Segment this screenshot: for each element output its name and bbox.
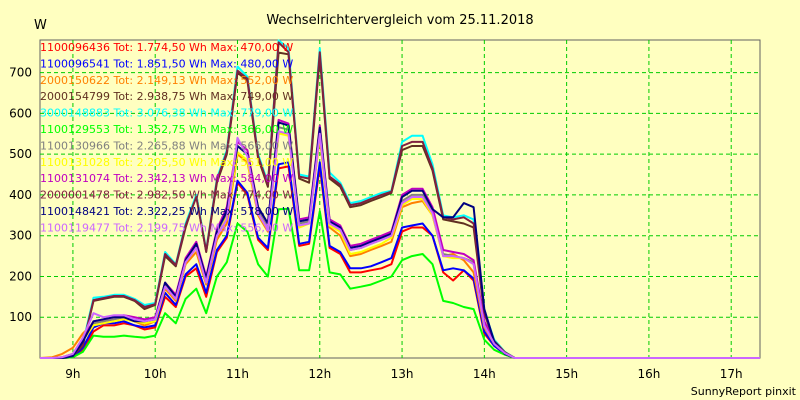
grid <box>40 40 760 358</box>
legend-entry: 1100148421 Tot: 2.322,25 Wh Max: 578,00 … <box>40 205 293 218</box>
legend-entry: 1100131028 Tot: 2.205,50 Wh Max: 551,00 … <box>40 156 293 169</box>
x-tick-label: 12h <box>308 367 331 381</box>
legend-entry: 3000148883 Tot: 3.076,38 Wh Max: 779,00 … <box>40 107 293 120</box>
legend-entry: 1100096541 Tot: 1.851,50 Wh Max: 480,00 … <box>40 57 293 70</box>
y-tick-label: 600 <box>9 106 32 120</box>
x-tick-label: 11h <box>226 367 249 381</box>
series-line <box>40 130 760 359</box>
y-tick-label: 100 <box>9 310 32 324</box>
legend-entry: 1100096436 Tot: 1.774,50 Wh Max: 470,00 … <box>40 41 293 54</box>
y-tick-label: 200 <box>9 269 32 283</box>
x-tick-label: 14h <box>473 367 496 381</box>
y-tick-label: 700 <box>9 66 32 80</box>
x-tick-label: 17h <box>720 367 743 381</box>
legend-entry: 1100129553 Tot: 1.352,75 Wh Max: 366,00 … <box>40 123 293 136</box>
y-tick-label: 400 <box>9 188 32 202</box>
x-tick-label: 10h <box>144 367 167 381</box>
y-tick-label: 500 <box>9 147 32 161</box>
legend-entry: 1100130966 Tot: 2.265,88 Wh Max: 566,00 … <box>40 139 293 152</box>
credit-text: SunnyReport pinxit <box>691 385 797 398</box>
x-tick-label: 9h <box>65 367 80 381</box>
y-tick-label: 300 <box>9 229 32 243</box>
legend-entry: 2000150622 Tot: 2.149,13 Wh Max: 552,00 … <box>40 74 293 87</box>
legend-entry: 2000154799 Tot: 2.938,75 Wh Max: 749,00 … <box>40 90 293 103</box>
x-tick-label: 16h <box>637 367 660 381</box>
legend-entry: 2000001478 Tot: 2.982,50 Wh Max: 774,00 … <box>40 189 293 202</box>
chart-title: Wechselrichtervergleich vom 25.11.2018 <box>266 13 533 28</box>
y-axis-unit: W <box>34 18 47 33</box>
x-tick-label: 15h <box>555 367 578 381</box>
legend: 1100096436 Tot: 1.774,50 Wh Max: 470,00 … <box>40 41 293 234</box>
legend-entry: 1100119477 Tot: 2.199,75 Wh Max: 556,00 … <box>40 221 293 234</box>
x-axis-ticks: 9h 10h 11h 12h 13h 14h 15h 16h 17h <box>65 367 742 381</box>
legend-entry: 1100131074 Tot: 2.342,13 Wh Max: 584,00 … <box>40 172 293 185</box>
series-group <box>39 39 760 359</box>
x-tick-label: 13h <box>391 367 414 381</box>
y-axis-ticks: 100 200 300 400 500 600 700 <box>9 66 32 325</box>
